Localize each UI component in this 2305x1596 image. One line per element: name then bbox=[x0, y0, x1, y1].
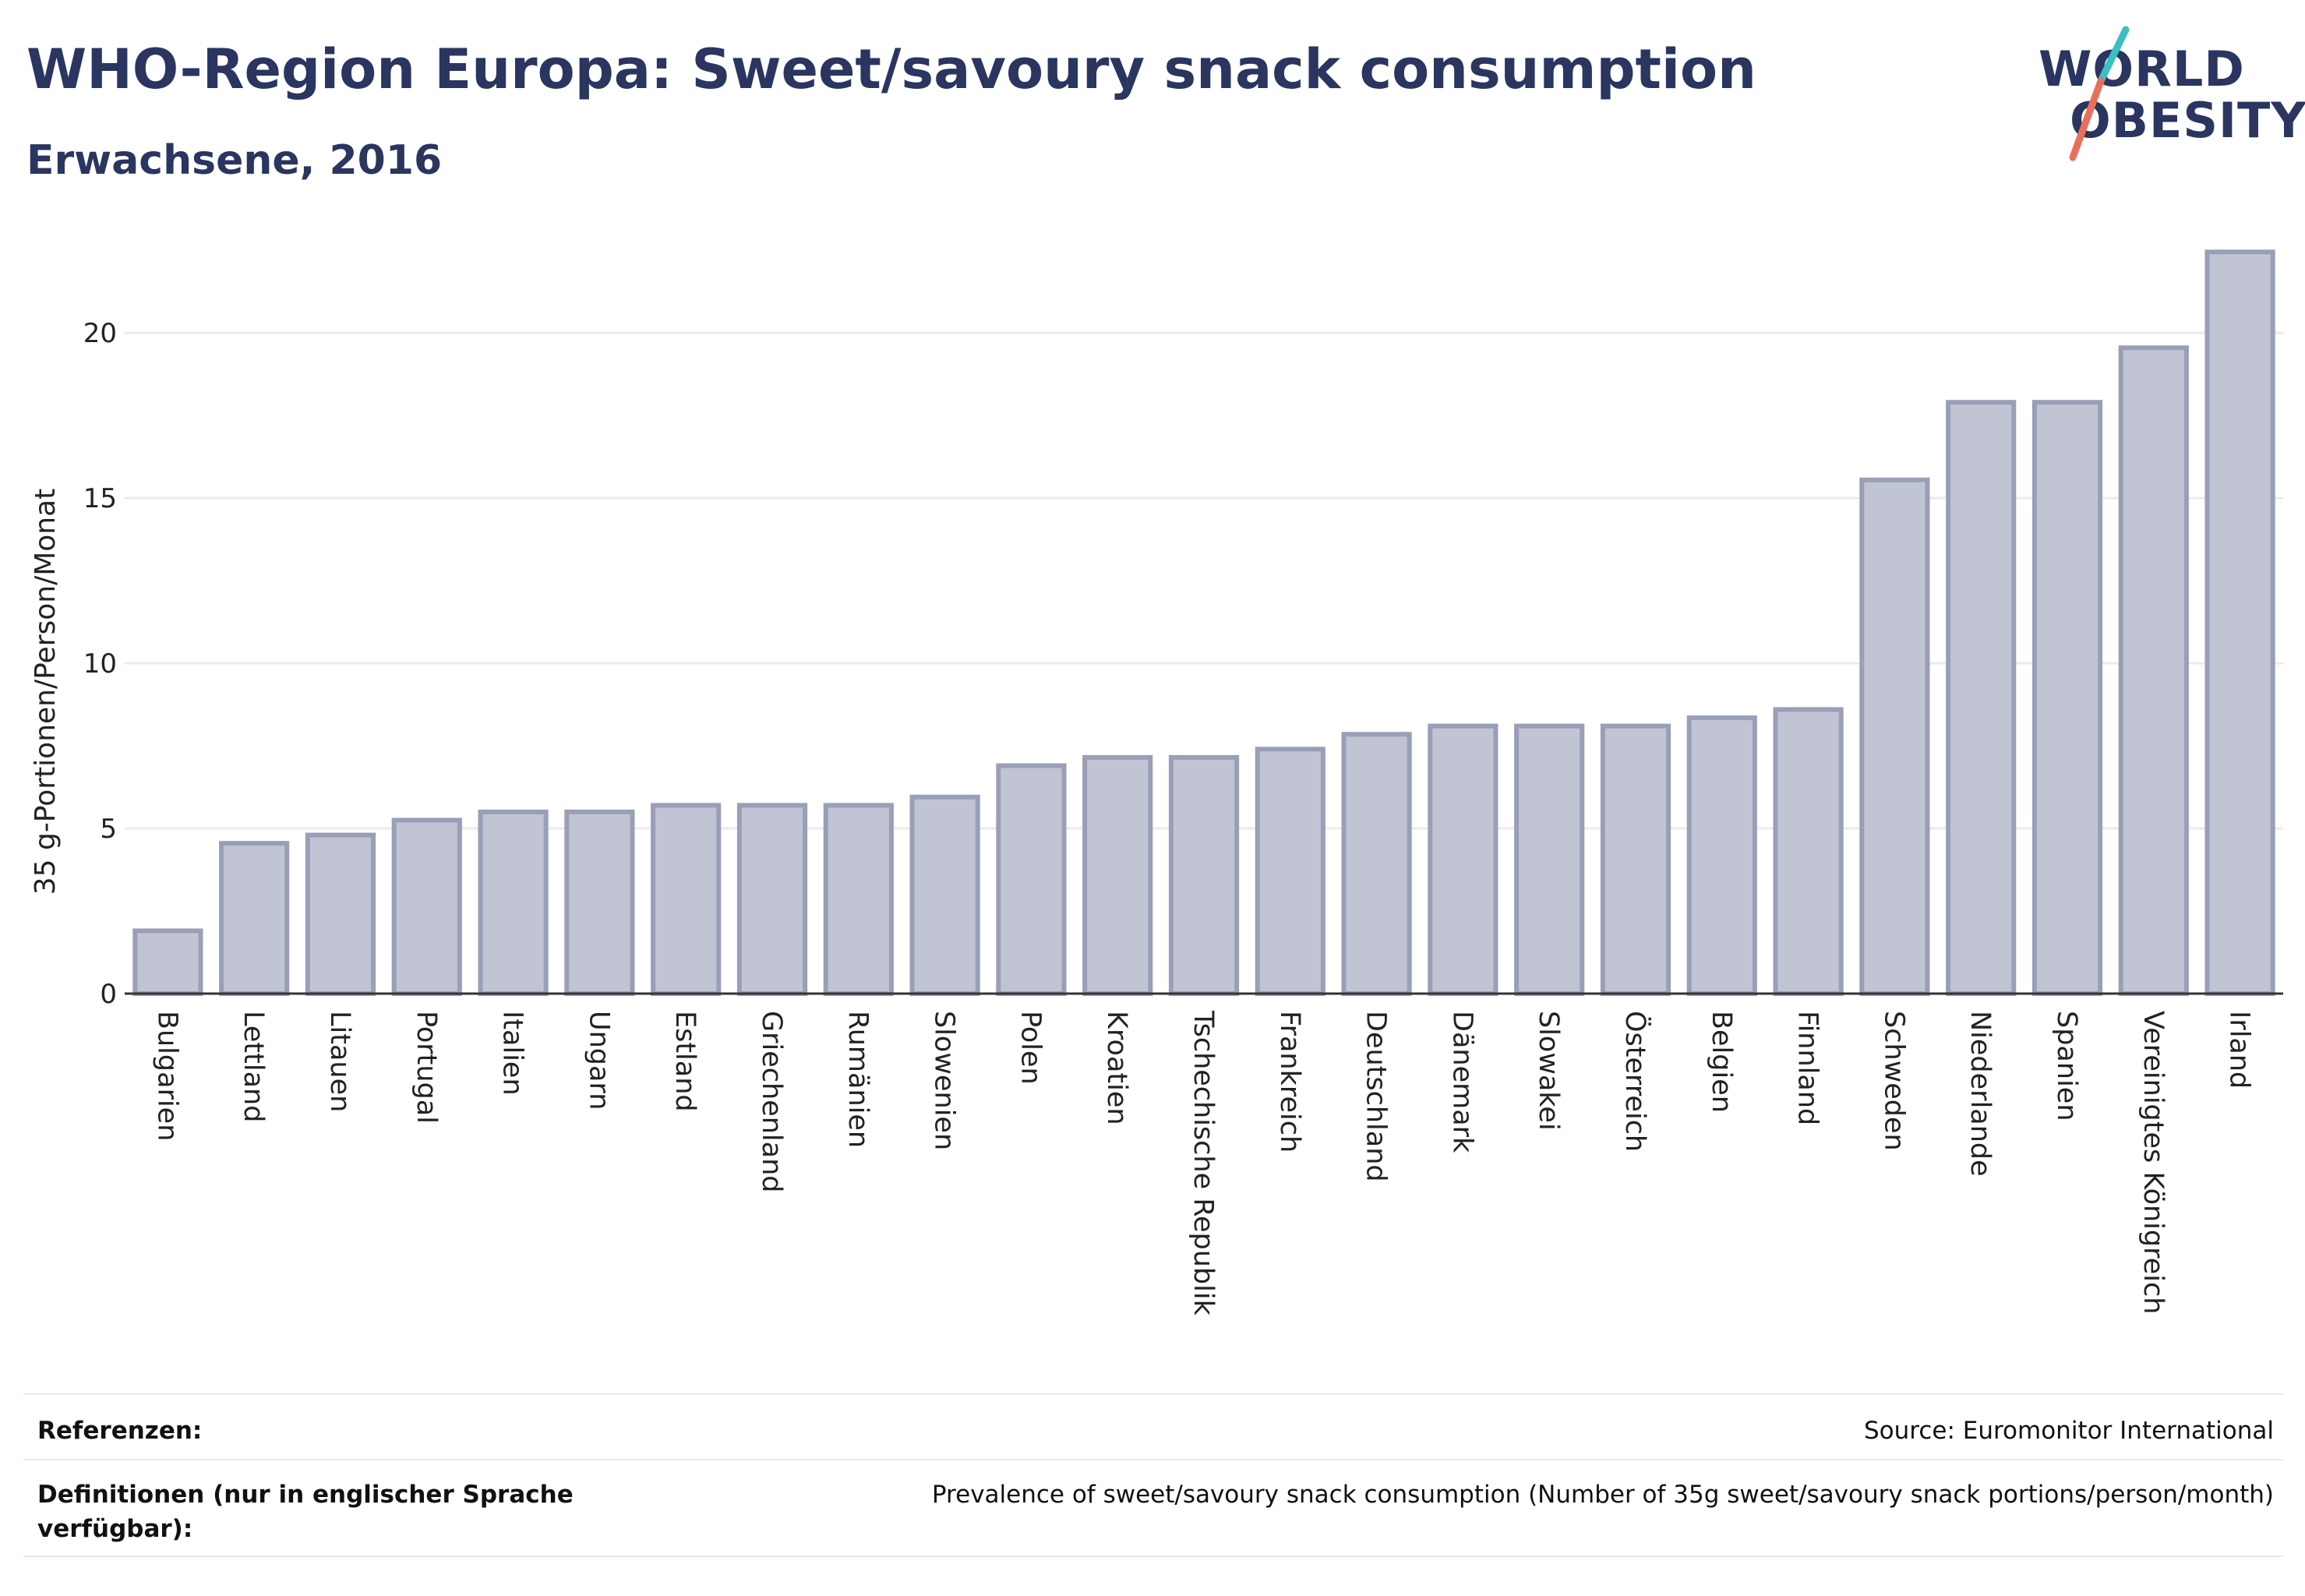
bar bbox=[305, 832, 376, 996]
y-tick-label: 15 bbox=[83, 483, 117, 514]
bar bbox=[2118, 345, 2189, 996]
bar bbox=[823, 803, 894, 996]
bar bbox=[2031, 400, 2103, 996]
x-tick-label: Litauen bbox=[324, 1011, 355, 1112]
x-tick-label: Polen bbox=[1015, 1011, 1046, 1085]
bar bbox=[132, 928, 203, 997]
chart-subtitle: Erwachsene, 2016 bbox=[26, 137, 443, 184]
bar bbox=[219, 841, 290, 996]
x-tick-label: Lettland bbox=[238, 1011, 269, 1122]
x-tick-label: Belgien bbox=[1706, 1011, 1737, 1113]
definitions-label: Definitionen (nur in englischer Sprache … bbox=[37, 1478, 574, 1546]
axes: 0 5 10 15 20 Bulgarien Lettland Litauen Portugal… bbox=[83, 318, 2283, 1316]
references-value: Source: Euromonitor International bbox=[1863, 1417, 2274, 1445]
x-tick-label: Deutschland bbox=[1361, 1011, 1392, 1182]
x-tick-label: Niederlande bbox=[1964, 1011, 1996, 1177]
bar bbox=[651, 803, 722, 996]
y-tick-label: 0 bbox=[100, 979, 117, 1010]
x-tick-label: Slowakei bbox=[1533, 1011, 1564, 1131]
footer-divider-bottom bbox=[23, 1555, 2283, 1557]
bar bbox=[1773, 707, 1844, 996]
bar-chart: 0 5 10 15 20 Bulgarien Lettland Litauen Portugal… bbox=[30, 249, 2283, 1316]
x-tick-label: Slowenien bbox=[929, 1011, 960, 1150]
chart-title: WHO-Region Europa: Sweet/savoury snack c… bbox=[26, 37, 1756, 101]
bar bbox=[2204, 249, 2275, 996]
bar bbox=[1082, 754, 1153, 996]
x-tick-label: Österreich bbox=[1619, 1011, 1652, 1152]
bar bbox=[996, 763, 1067, 996]
bar bbox=[564, 809, 635, 996]
definitions-value: Prevalence of sweet/savoury snack consum… bbox=[931, 1481, 2274, 1509]
x-tick-label: Schweden bbox=[1878, 1011, 1909, 1151]
bar bbox=[1514, 723, 1585, 996]
bar bbox=[1255, 747, 1325, 996]
bar bbox=[1428, 723, 1498, 996]
logo-slash-icon bbox=[2069, 26, 2130, 161]
x-tick-label: Portugal bbox=[411, 1011, 442, 1124]
x-tick-label: Italien bbox=[497, 1011, 528, 1096]
bar bbox=[1168, 754, 1240, 996]
bar bbox=[1686, 715, 1757, 996]
bar bbox=[1341, 732, 1412, 996]
x-tick-label: Rumänien bbox=[842, 1011, 874, 1148]
x-tick-label: Irland bbox=[2224, 1011, 2255, 1089]
x-tick-label: Dänemark bbox=[1446, 1011, 1477, 1153]
references-label: Referenzen: bbox=[37, 1417, 203, 1445]
footer-divider-middle bbox=[23, 1459, 2283, 1460]
bar bbox=[909, 794, 980, 996]
world-obesity-logo: WORLD OBESITY bbox=[2034, 23, 2305, 164]
x-tick-label: Finnland bbox=[1792, 1011, 1823, 1125]
x-tick-label: Bulgarien bbox=[151, 1011, 182, 1141]
bar bbox=[1859, 477, 1930, 996]
bar bbox=[736, 803, 808, 996]
bar bbox=[1946, 400, 2017, 996]
x-tick-label: Vereinigtes Königreich bbox=[2137, 1011, 2169, 1314]
bars bbox=[132, 249, 2275, 997]
bar bbox=[1600, 723, 1671, 996]
x-tick-label: Kroatien bbox=[1101, 1011, 1132, 1125]
y-tick-label: 10 bbox=[83, 648, 117, 680]
footer-divider-top bbox=[23, 1393, 2283, 1395]
logo-text-world: WORLD bbox=[2038, 41, 2245, 97]
x-tick-label: Ungarn bbox=[583, 1011, 614, 1110]
definitions-label-line1: Definitionen (nur in englischer Sprache bbox=[37, 1481, 574, 1509]
x-tick-label: Tschechische Republik bbox=[1188, 1010, 1219, 1316]
bar bbox=[391, 817, 462, 997]
definitions-label-line2: verfügbar): bbox=[37, 1515, 193, 1543]
x-tick-label: Griechenland bbox=[756, 1011, 787, 1192]
y-tick-label: 20 bbox=[83, 318, 117, 349]
y-axis-label: 35 g-Portionen/Person/Monat bbox=[30, 489, 62, 895]
y-tick-label: 5 bbox=[100, 814, 117, 845]
logo-text-obesity: OBESITY bbox=[2070, 92, 2305, 149]
x-tick-label: Estland bbox=[669, 1011, 701, 1112]
x-tick-label: Spanien bbox=[2051, 1011, 2082, 1121]
x-tick-label: Frankreich bbox=[1274, 1011, 1305, 1153]
bar bbox=[478, 809, 549, 996]
